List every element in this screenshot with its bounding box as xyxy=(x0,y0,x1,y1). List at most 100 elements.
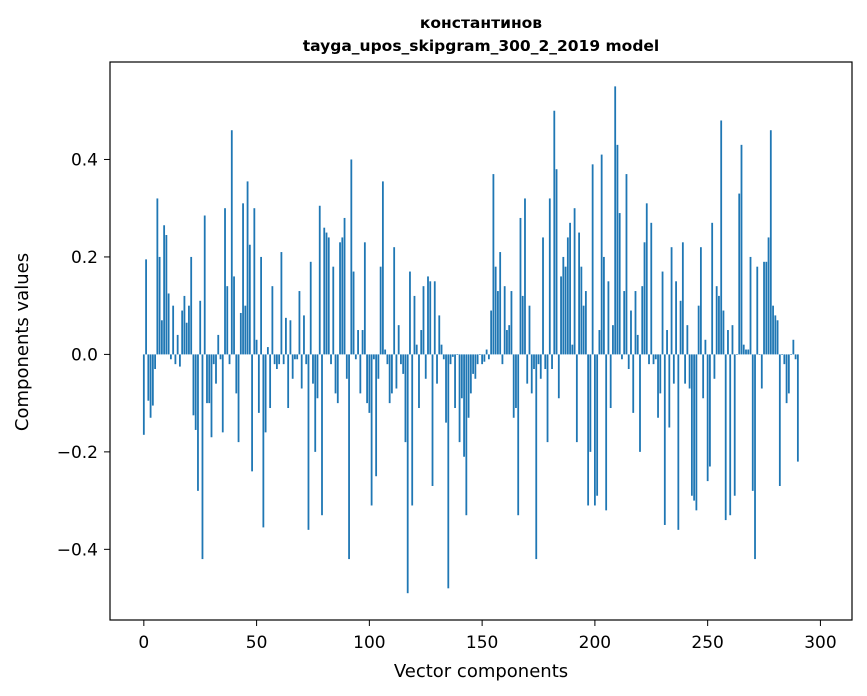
bar-component-57 xyxy=(271,286,274,355)
bar-component-105 xyxy=(379,266,382,355)
bar-component-1 xyxy=(145,259,147,355)
bar-component-51 xyxy=(257,354,260,413)
bar-component-252 xyxy=(711,222,714,355)
bar-component-147 xyxy=(474,354,477,379)
bar-component-79 xyxy=(321,354,323,516)
bar-component-214 xyxy=(625,174,628,355)
bar-component-98 xyxy=(363,242,366,355)
bar-component-3 xyxy=(149,354,152,418)
bar-component-125 xyxy=(424,354,427,379)
bar-component-7 xyxy=(158,256,161,355)
x-tick-label: 200 xyxy=(579,633,611,653)
bar-component-175 xyxy=(537,354,540,365)
bar-component-73 xyxy=(307,354,310,530)
bar-component-133 xyxy=(442,354,445,360)
bar-component-287 xyxy=(790,354,792,355)
bar-component-170 xyxy=(526,354,529,384)
bar-component-126 xyxy=(427,276,429,355)
bar-component-82 xyxy=(327,237,330,355)
bar-component-95 xyxy=(357,330,359,355)
bar-component-269 xyxy=(749,256,752,355)
bar-component-13 xyxy=(172,305,175,355)
bar-component-136 xyxy=(449,354,452,365)
bar-component-248 xyxy=(702,354,705,399)
bar-component-64 xyxy=(287,354,290,409)
bar-component-90 xyxy=(345,354,348,379)
bar-component-29 xyxy=(208,354,211,404)
bar-component-71 xyxy=(303,315,305,355)
bar-component-184 xyxy=(557,354,560,399)
bar-component-216 xyxy=(630,310,632,355)
bar-component-19 xyxy=(185,322,188,355)
bar-component-85 xyxy=(334,354,337,394)
bar-component-130 xyxy=(436,354,438,384)
bar-component-114 xyxy=(400,354,402,365)
bar-component-210 xyxy=(616,144,619,355)
bar-component-17 xyxy=(181,310,184,355)
bar-component-12 xyxy=(169,354,172,360)
bar-component-104 xyxy=(377,354,380,379)
bar-component-161 xyxy=(506,330,508,355)
bar-component-257 xyxy=(722,310,725,355)
bar-component-108 xyxy=(386,354,389,365)
bar-component-135 xyxy=(447,354,450,589)
bar-component-199 xyxy=(591,164,594,355)
bar-component-43 xyxy=(239,312,242,355)
bar-component-47 xyxy=(248,244,251,355)
bar-component-241 xyxy=(686,325,689,355)
bar-component-256 xyxy=(720,120,723,355)
bar-component-142 xyxy=(463,354,465,457)
bar-component-207 xyxy=(609,354,612,409)
bar-component-173 xyxy=(533,354,535,370)
bar-component-39 xyxy=(230,130,233,355)
bar-component-194 xyxy=(580,266,583,355)
bar-component-23 xyxy=(194,354,197,430)
bar-component-35 xyxy=(221,354,224,433)
bar-component-129 xyxy=(433,281,436,355)
bar-component-109 xyxy=(388,354,391,404)
bar-component-246 xyxy=(697,305,700,355)
bar-component-140 xyxy=(458,354,461,443)
bar-component-60 xyxy=(278,354,281,365)
bar-component-50 xyxy=(255,339,258,355)
bar-component-102 xyxy=(372,354,375,360)
bar-component-143 xyxy=(465,354,468,516)
bar-component-78 xyxy=(318,205,321,355)
bar-component-28 xyxy=(206,354,208,404)
bar-component-177 xyxy=(542,237,544,355)
bar-component-188 xyxy=(566,237,569,355)
bar-component-240 xyxy=(684,354,686,384)
bar-component-212 xyxy=(621,354,623,360)
bar-component-290 xyxy=(796,354,799,462)
bar-component-167 xyxy=(519,217,522,355)
x-tick-label: 250 xyxy=(691,633,723,653)
bar-component-226 xyxy=(652,354,655,365)
bar-component-190 xyxy=(571,344,574,355)
bar-component-203 xyxy=(600,154,603,355)
bar-component-94 xyxy=(354,354,357,360)
bar-component-22 xyxy=(192,354,195,416)
bar-component-273 xyxy=(758,354,761,355)
bar-component-229 xyxy=(659,354,662,394)
bar-component-242 xyxy=(688,354,691,389)
bar-component-26 xyxy=(201,354,204,560)
bar-component-271 xyxy=(754,354,756,560)
bar-component-270 xyxy=(751,354,754,491)
bar-component-225 xyxy=(650,222,653,355)
bar-component-40 xyxy=(233,276,235,355)
bar-component-132 xyxy=(440,344,443,355)
bar-component-209 xyxy=(614,86,617,355)
bar-component-235 xyxy=(672,354,675,384)
bar-component-27 xyxy=(203,215,206,355)
bar-component-268 xyxy=(747,349,750,355)
bar-component-58 xyxy=(273,354,276,365)
bar-component-77 xyxy=(316,354,319,399)
bar-component-93 xyxy=(352,271,355,355)
bar-component-21 xyxy=(190,256,193,355)
y-tick-label: −0.2 xyxy=(57,443,98,463)
bar-component-272 xyxy=(756,266,759,355)
bar-component-65 xyxy=(289,320,292,355)
bar-component-34 xyxy=(219,354,222,360)
bar-component-15 xyxy=(176,334,179,355)
bar-component-281 xyxy=(776,320,779,355)
